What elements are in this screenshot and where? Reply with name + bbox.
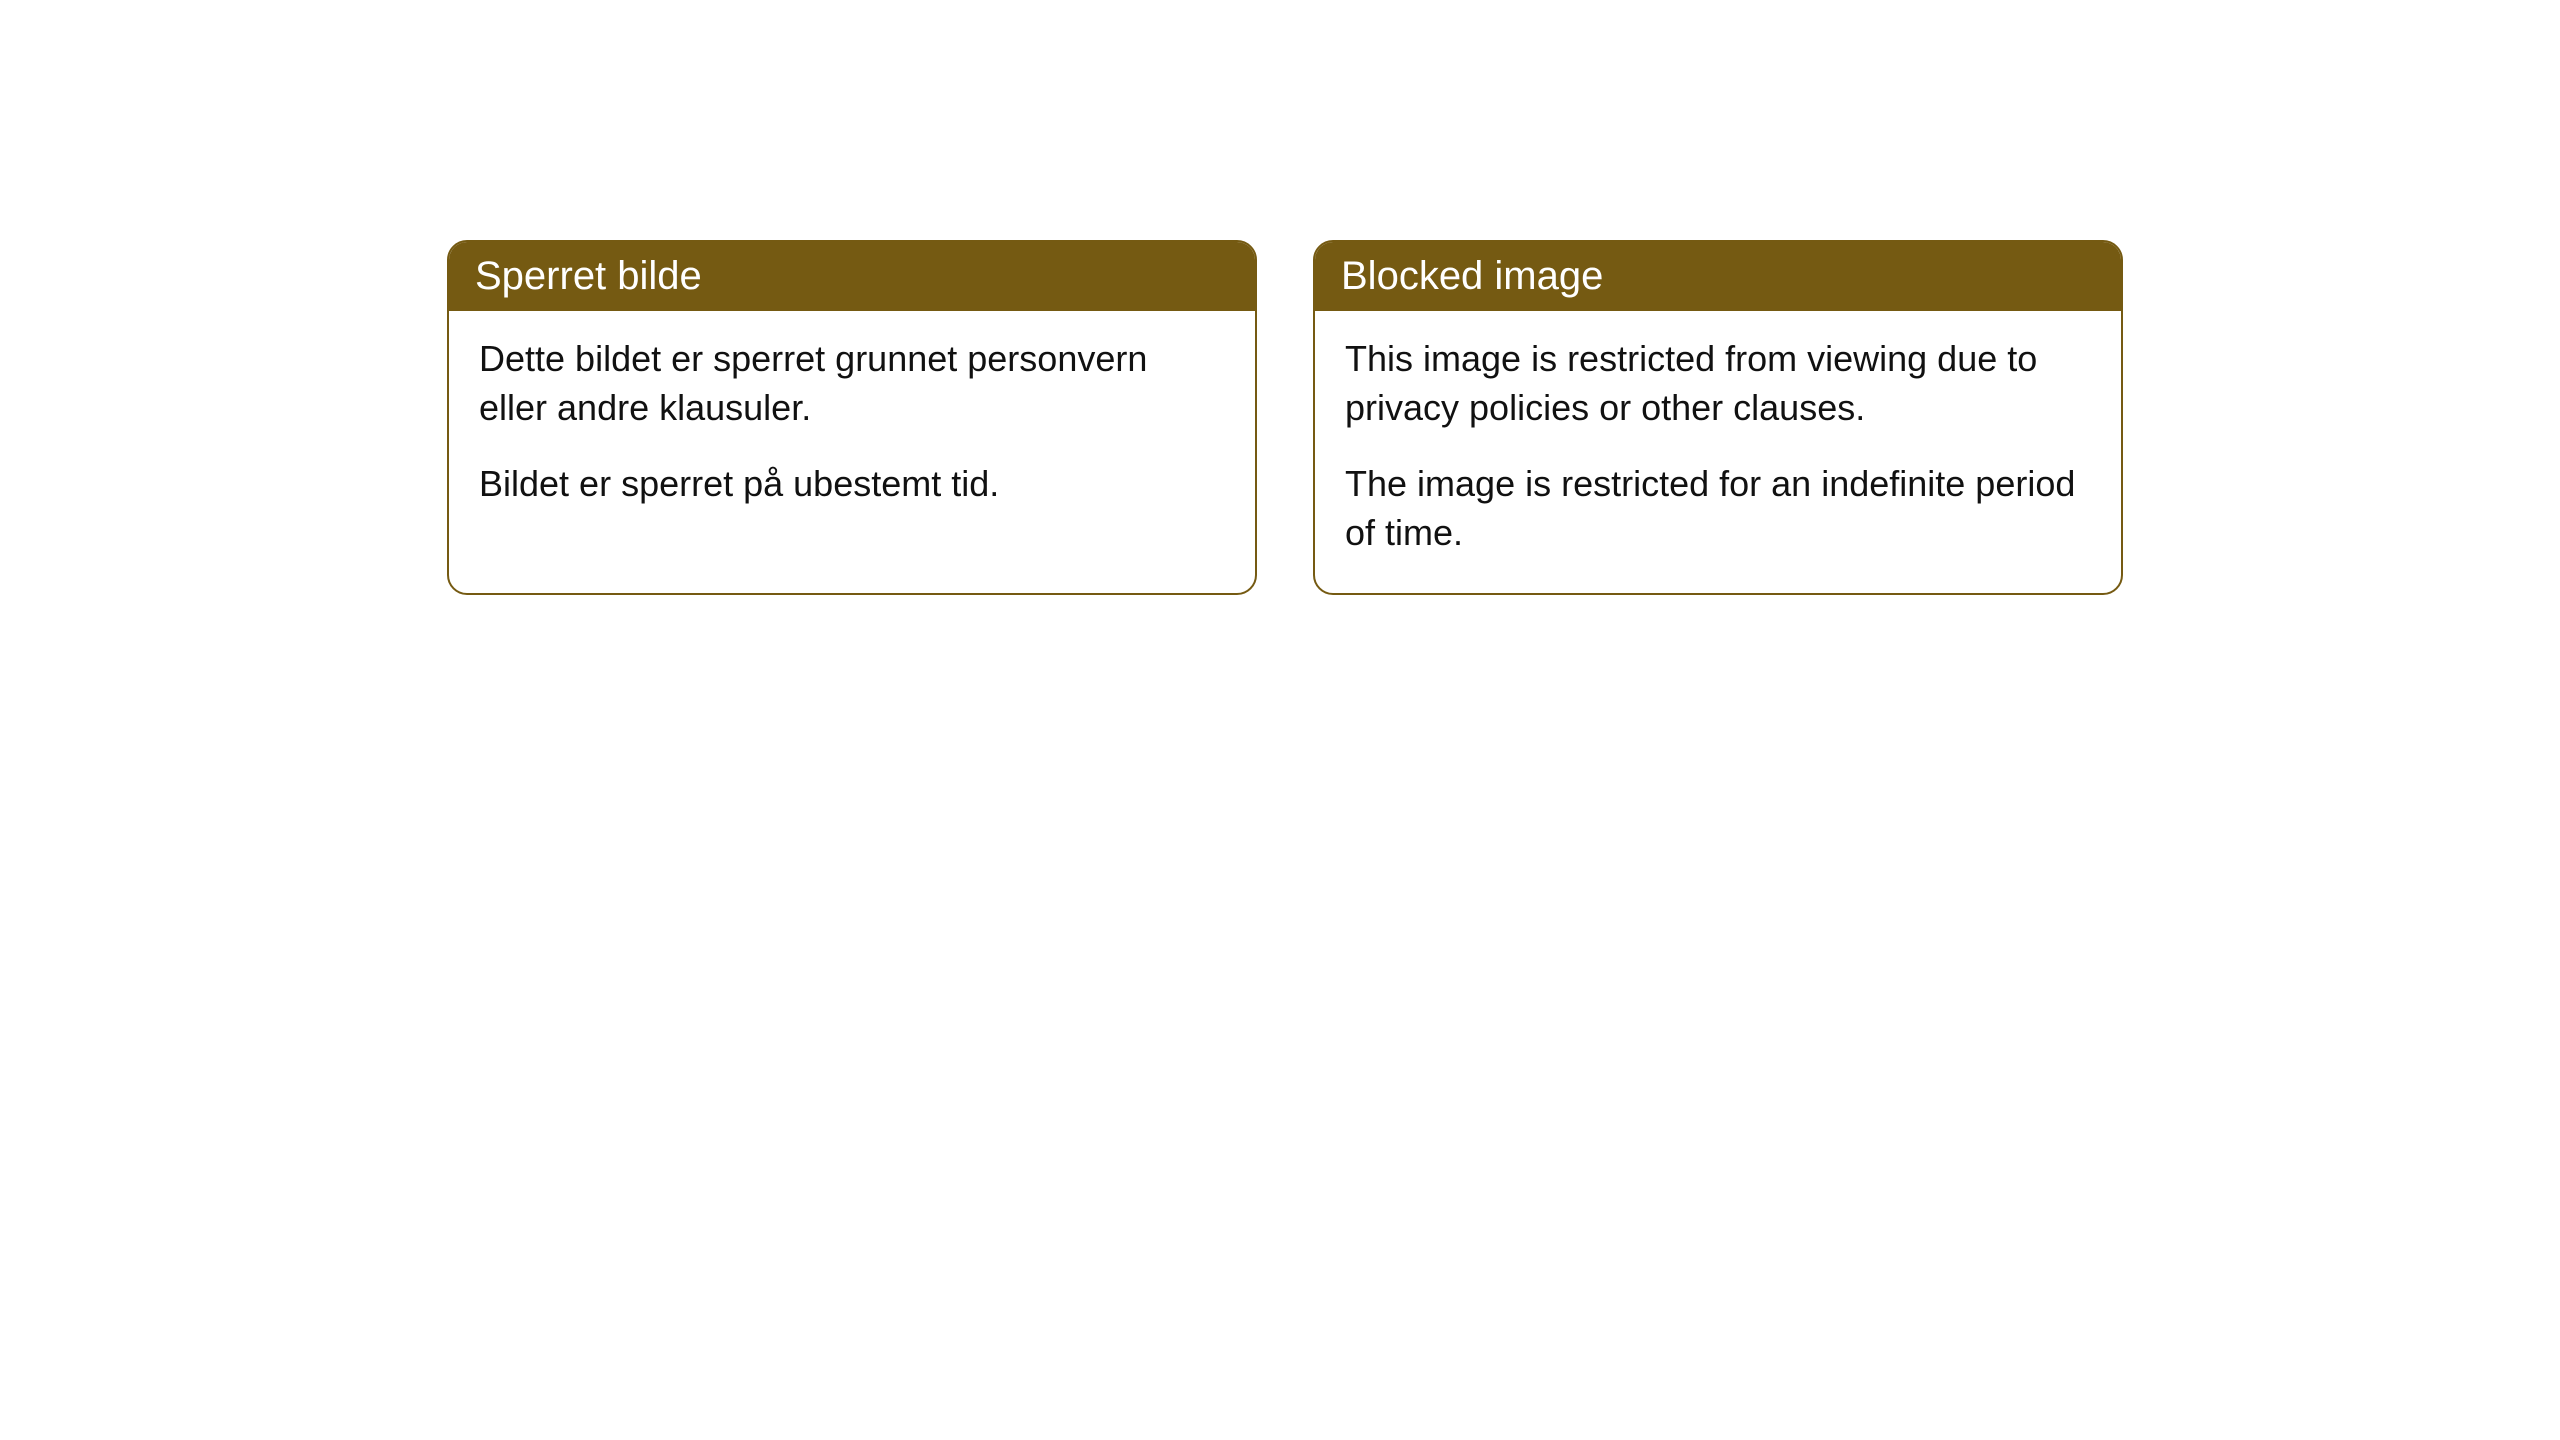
card-header-norwegian: Sperret bilde <box>449 242 1255 311</box>
card-header-english: Blocked image <box>1315 242 2121 311</box>
card-paragraph-norwegian-2: Bildet er sperret på ubestemt tid. <box>479 460 1225 509</box>
notice-cards-container: Sperret bilde Dette bildet er sperret gr… <box>0 0 2560 595</box>
card-title-english: Blocked image <box>1341 254 1603 298</box>
card-title-norwegian: Sperret bilde <box>475 254 702 298</box>
card-body-english: This image is restricted from viewing du… <box>1315 311 2121 593</box>
card-paragraph-english-2: The image is restricted for an indefinit… <box>1345 460 2091 557</box>
card-paragraph-english-1: This image is restricted from viewing du… <box>1345 335 2091 432</box>
card-paragraph-norwegian-1: Dette bildet er sperret grunnet personve… <box>479 335 1225 432</box>
blocked-image-card-norwegian: Sperret bilde Dette bildet er sperret gr… <box>447 240 1257 595</box>
card-body-norwegian: Dette bildet er sperret grunnet personve… <box>449 311 1255 545</box>
blocked-image-card-english: Blocked image This image is restricted f… <box>1313 240 2123 595</box>
